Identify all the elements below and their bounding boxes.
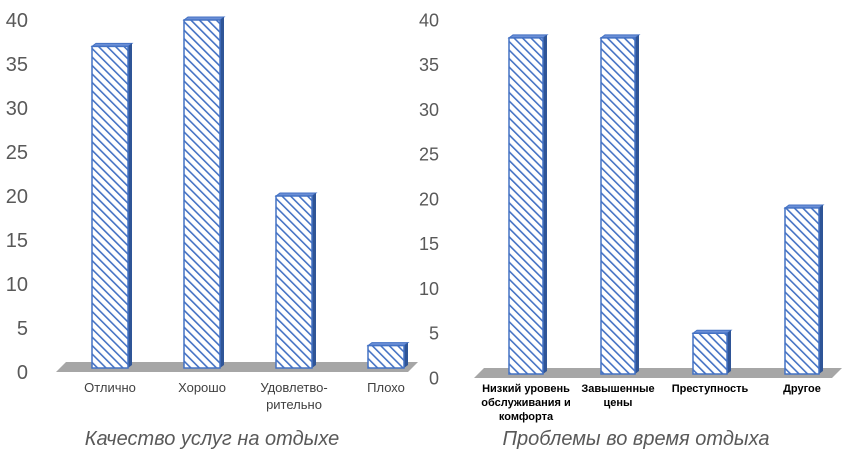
y-tick-label: 20	[6, 186, 28, 208]
chart-caption: Проблемы во время отдыха	[502, 428, 770, 450]
x-tick-label: Хорошо	[178, 380, 226, 395]
chart-problems-svg: 0 5 10 15 20 25 30 35 40 Низкий уровень обслуживан…	[419, 10, 842, 423]
y-tick-label: 5	[429, 324, 439, 344]
chart-quality-svg: 0 5 10 15 20 25 30 35 40 Отлично Хорошо Удовлетво-р…	[6, 10, 418, 412]
bar	[599, 34, 641, 375]
bar	[182, 16, 226, 369]
x-tick-label: Завышенные цены	[581, 383, 654, 409]
chart-floor	[474, 368, 842, 378]
y-tick-label: 15	[6, 230, 28, 252]
y-tick-label: 20	[419, 189, 439, 209]
y-tick-label: 25	[6, 142, 28, 164]
x-tick-label: Плохо	[367, 380, 405, 395]
bar	[783, 204, 825, 375]
x-tick-label: Преступность	[672, 383, 749, 395]
chart-caption: Качество услуг на отдыхе	[84, 428, 340, 450]
bar	[90, 42, 134, 369]
bar	[507, 34, 549, 375]
bar	[366, 342, 410, 369]
y-tick-label: 15	[419, 234, 439, 254]
y-tick-label: 5	[17, 318, 28, 340]
x-tick-label: Низкий уровень обслуживания и комфорта	[481, 383, 571, 423]
x-tick-label: Удовлетво-рительно	[260, 380, 327, 412]
y-tick-label: 25	[419, 145, 439, 165]
y-tick-label: 0	[17, 362, 28, 384]
chart-problems: 0 5 10 15 20 25 30 35 40 Низкий уровень обслуживан…	[419, 0, 848, 459]
y-tick-label: 30	[6, 98, 28, 120]
x-tick-label: Отлично	[84, 380, 136, 395]
chart-floor	[56, 362, 418, 372]
y-tick-label: 35	[6, 54, 28, 76]
y-tick-label: 35	[419, 55, 439, 75]
y-tick-label: 10	[6, 274, 28, 296]
y-tick-label: 40	[6, 10, 28, 32]
bar	[274, 192, 318, 369]
y-tick-label: 0	[429, 368, 439, 388]
y-tick-label: 30	[419, 100, 439, 120]
bar	[691, 329, 733, 375]
chart-quality: 0 5 10 15 20 25 30 35 40 Отлично Хорошо Удовлетво-р…	[6, 10, 418, 450]
y-tick-label: 40	[419, 10, 439, 30]
y-tick-label: 10	[419, 279, 439, 299]
x-tick-label: Другое	[783, 383, 821, 395]
